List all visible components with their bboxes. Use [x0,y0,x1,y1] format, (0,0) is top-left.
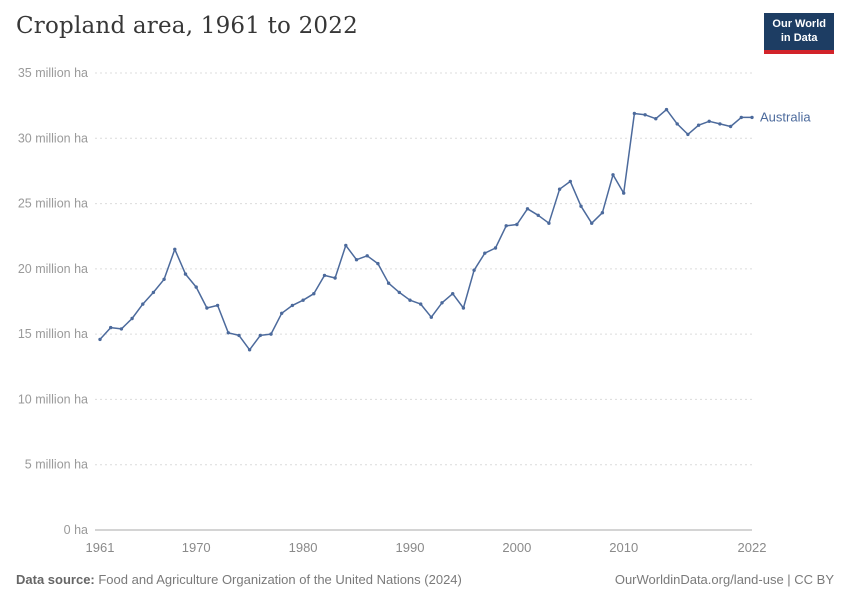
series-line-australia[interactable] [99,108,753,351]
data-point[interactable] [440,301,444,305]
owid-logo-line1: Our World [772,18,826,30]
x-axis-tick-label: 1990 [396,540,425,555]
data-point[interactable] [408,298,412,302]
data-point[interactable] [525,207,530,211]
data-point[interactable] [290,303,295,308]
data-point[interactable] [354,258,359,262]
data-point[interactable] [472,268,476,272]
data-point[interactable] [707,119,711,124]
data-point[interactable] [664,107,669,112]
x-axis-tick-label: 1980 [289,540,318,555]
data-point[interactable] [750,115,754,120]
data-source-label: Data source: [16,572,95,587]
data-point[interactable] [739,115,743,120]
data-point[interactable] [493,246,498,250]
data-point[interactable] [632,111,637,116]
data-point[interactable] [483,251,487,255]
data-point[interactable] [611,173,615,177]
data-point[interactable] [451,292,455,296]
data-point[interactable] [365,254,369,258]
data-point[interactable] [547,221,551,225]
series-label-australia[interactable]: Australia [760,109,811,124]
data-point[interactable] [515,222,519,227]
data-point[interactable] [579,204,583,208]
data-point[interactable] [119,327,124,331]
data-point[interactable] [183,272,188,276]
owid-logo-line2: in Data [780,31,818,44]
data-point[interactable] [269,332,273,336]
data-point[interactable] [376,261,380,266]
data-point[interactable] [675,122,679,126]
x-axis-tick-label: 2010 [609,540,638,555]
data-point[interactable] [226,331,230,335]
data-point[interactable] [429,315,433,319]
data-point[interactable] [98,337,102,342]
data-point[interactable] [461,306,466,310]
data-point[interactable] [536,213,540,217]
data-point[interactable] [194,285,198,289]
x-axis-tick-label: 1970 [182,540,211,555]
data-point[interactable] [643,113,647,117]
data-point[interactable] [622,191,626,195]
y-axis-tick-label: 10 million ha [18,392,88,406]
y-axis-tick-label: 30 million ha [18,131,88,145]
y-axis-tick-label: 20 million ha [18,262,88,276]
y-axis-tick-label: 5 million ha [25,458,88,472]
data-point[interactable] [600,211,605,215]
x-axis-tick-label: 1961 [86,540,115,555]
data-point[interactable] [301,298,305,302]
data-point[interactable] [280,311,284,315]
data-point[interactable] [247,348,252,352]
line-chart[interactable]: 0 ha 5 million ha 10 million ha 15 million … [0,55,850,560]
data-point[interactable] [237,333,241,338]
data-point[interactable] [312,292,316,296]
data-point[interactable] [419,302,423,306]
data-source-text: Food and Agriculture Organization of the… [94,572,462,587]
data-point[interactable] [173,247,177,251]
chart-footer: Data source: Food and Agriculture Organi… [16,572,834,587]
data-point[interactable] [718,122,722,126]
data-point[interactable] [258,333,262,338]
y-axis-tick-label: 25 million ha [18,197,88,211]
data-point[interactable] [141,302,145,306]
data-point[interactable] [130,316,134,321]
data-point[interactable] [504,224,508,228]
x-axis-tick-label: 2022 [738,540,767,555]
data-point[interactable] [333,276,337,280]
data-point[interactable] [654,117,658,121]
y-axis-tick-label: 0 ha [64,523,88,537]
data-point[interactable] [151,290,156,295]
y-axis-tick-label: 15 million ha [18,327,88,341]
data-point[interactable] [686,132,690,137]
data-point[interactable] [696,123,701,127]
y-axis-tick-label: 35 million ha [18,66,88,80]
chart-title: Cropland area, 1961 to 2022 [16,13,358,39]
data-point[interactable] [215,303,220,308]
owid-logo[interactable]: Our World in Data [764,13,834,54]
data-point[interactable] [109,325,113,330]
data-source: Data source: Food and Agriculture Organi… [16,572,462,587]
data-point[interactable] [568,179,572,184]
data-point[interactable] [162,277,166,281]
data-point[interactable] [205,306,209,310]
x-axis-tick-label: 2000 [502,540,531,555]
data-point[interactable] [590,221,594,225]
attribution-link[interactable]: OurWorldinData.org/land-use | CC BY [614,572,834,587]
data-point[interactable] [386,281,391,285]
data-point[interactable] [397,290,401,295]
data-point[interactable] [322,273,327,278]
data-point[interactable] [557,187,562,191]
data-point[interactable] [344,243,348,248]
data-point[interactable] [728,124,733,129]
